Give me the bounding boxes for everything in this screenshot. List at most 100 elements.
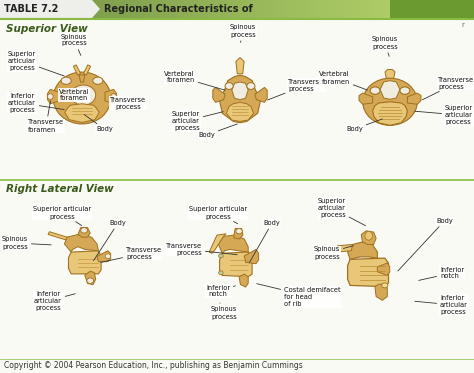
Text: Inferior
articular
process: Inferior articular process	[415, 295, 468, 315]
Bar	[319, 0, 321, 18]
Bar	[0, 0, 474, 18]
Bar	[197, 0, 198, 18]
Polygon shape	[236, 57, 244, 74]
Bar	[342, 0, 344, 18]
Bar	[366, 0, 367, 18]
Bar	[255, 0, 256, 18]
Bar	[344, 0, 345, 18]
Bar	[292, 0, 294, 18]
Bar	[351, 0, 353, 18]
Bar	[108, 0, 109, 18]
Bar	[215, 0, 216, 18]
Bar	[234, 0, 236, 18]
Text: Superior articular
process: Superior articular process	[33, 207, 91, 226]
Bar	[327, 0, 328, 18]
Polygon shape	[347, 258, 389, 286]
Ellipse shape	[363, 78, 417, 125]
Bar	[371, 0, 372, 18]
Text: Superior
articular
process: Superior articular process	[318, 198, 365, 226]
Bar	[345, 0, 346, 18]
Polygon shape	[105, 90, 117, 104]
Bar	[165, 0, 166, 18]
Text: Vertebral
foramen: Vertebral foramen	[59, 88, 89, 101]
Bar	[164, 0, 165, 18]
Bar	[250, 0, 252, 18]
Bar	[134, 0, 135, 18]
Bar	[114, 0, 116, 18]
Bar	[330, 0, 331, 18]
Bar	[277, 0, 279, 18]
Bar	[378, 0, 380, 18]
Bar	[125, 0, 126, 18]
Bar	[90, 0, 91, 18]
Bar	[146, 0, 147, 18]
Bar	[258, 0, 259, 18]
Bar	[353, 0, 354, 18]
Text: Spinous
process: Spinous process	[61, 34, 87, 56]
Bar	[299, 0, 300, 18]
Bar	[354, 0, 356, 18]
Bar	[182, 0, 183, 18]
Bar	[231, 0, 233, 18]
Bar	[162, 0, 164, 18]
Bar	[240, 0, 241, 18]
Polygon shape	[219, 235, 248, 253]
Bar	[321, 0, 322, 18]
Ellipse shape	[219, 271, 223, 275]
Bar	[356, 0, 357, 18]
Bar	[363, 0, 365, 18]
Bar	[263, 0, 264, 18]
Bar	[308, 0, 309, 18]
Text: Body: Body	[346, 119, 383, 132]
Ellipse shape	[225, 83, 233, 90]
Polygon shape	[219, 252, 252, 277]
Bar	[390, 0, 474, 18]
Bar	[285, 0, 286, 18]
Text: Superior articular
process: Superior articular process	[189, 207, 247, 224]
Bar	[233, 0, 234, 18]
Bar	[264, 0, 265, 18]
Bar	[376, 0, 378, 18]
Polygon shape	[337, 244, 353, 252]
Bar	[171, 0, 173, 18]
Polygon shape	[73, 65, 81, 75]
Bar	[198, 0, 200, 18]
Ellipse shape	[236, 229, 242, 234]
Bar	[229, 0, 231, 18]
Ellipse shape	[93, 77, 103, 84]
Ellipse shape	[53, 72, 111, 124]
Bar	[204, 0, 206, 18]
Ellipse shape	[87, 278, 94, 283]
Bar	[290, 0, 291, 18]
Polygon shape	[255, 87, 267, 102]
Bar	[152, 0, 153, 18]
Ellipse shape	[365, 232, 373, 240]
Bar	[383, 0, 384, 18]
Text: Inferior
articular
process: Inferior articular process	[8, 93, 64, 113]
Bar	[99, 0, 100, 18]
Polygon shape	[78, 228, 90, 237]
Bar	[365, 0, 366, 18]
Bar	[374, 0, 375, 18]
Ellipse shape	[71, 85, 96, 105]
Bar	[276, 0, 277, 18]
Bar	[116, 0, 117, 18]
Bar	[191, 0, 192, 18]
Text: Spinous
process: Spinous process	[372, 37, 398, 56]
Text: Inferior
notch: Inferior notch	[419, 266, 464, 280]
Bar	[132, 0, 134, 18]
Text: Transverse
process: Transverse process	[166, 242, 237, 256]
Bar	[306, 0, 308, 18]
Bar	[112, 0, 114, 18]
Polygon shape	[83, 65, 91, 75]
Text: Right Lateral View: Right Lateral View	[6, 184, 114, 194]
Bar	[206, 0, 207, 18]
Bar	[138, 0, 139, 18]
Bar	[155, 0, 156, 18]
Bar	[175, 0, 177, 18]
Bar	[210, 0, 211, 18]
Bar	[384, 0, 385, 18]
Text: Spinous
process: Spinous process	[211, 303, 237, 320]
Polygon shape	[85, 271, 96, 285]
Bar	[362, 0, 363, 18]
